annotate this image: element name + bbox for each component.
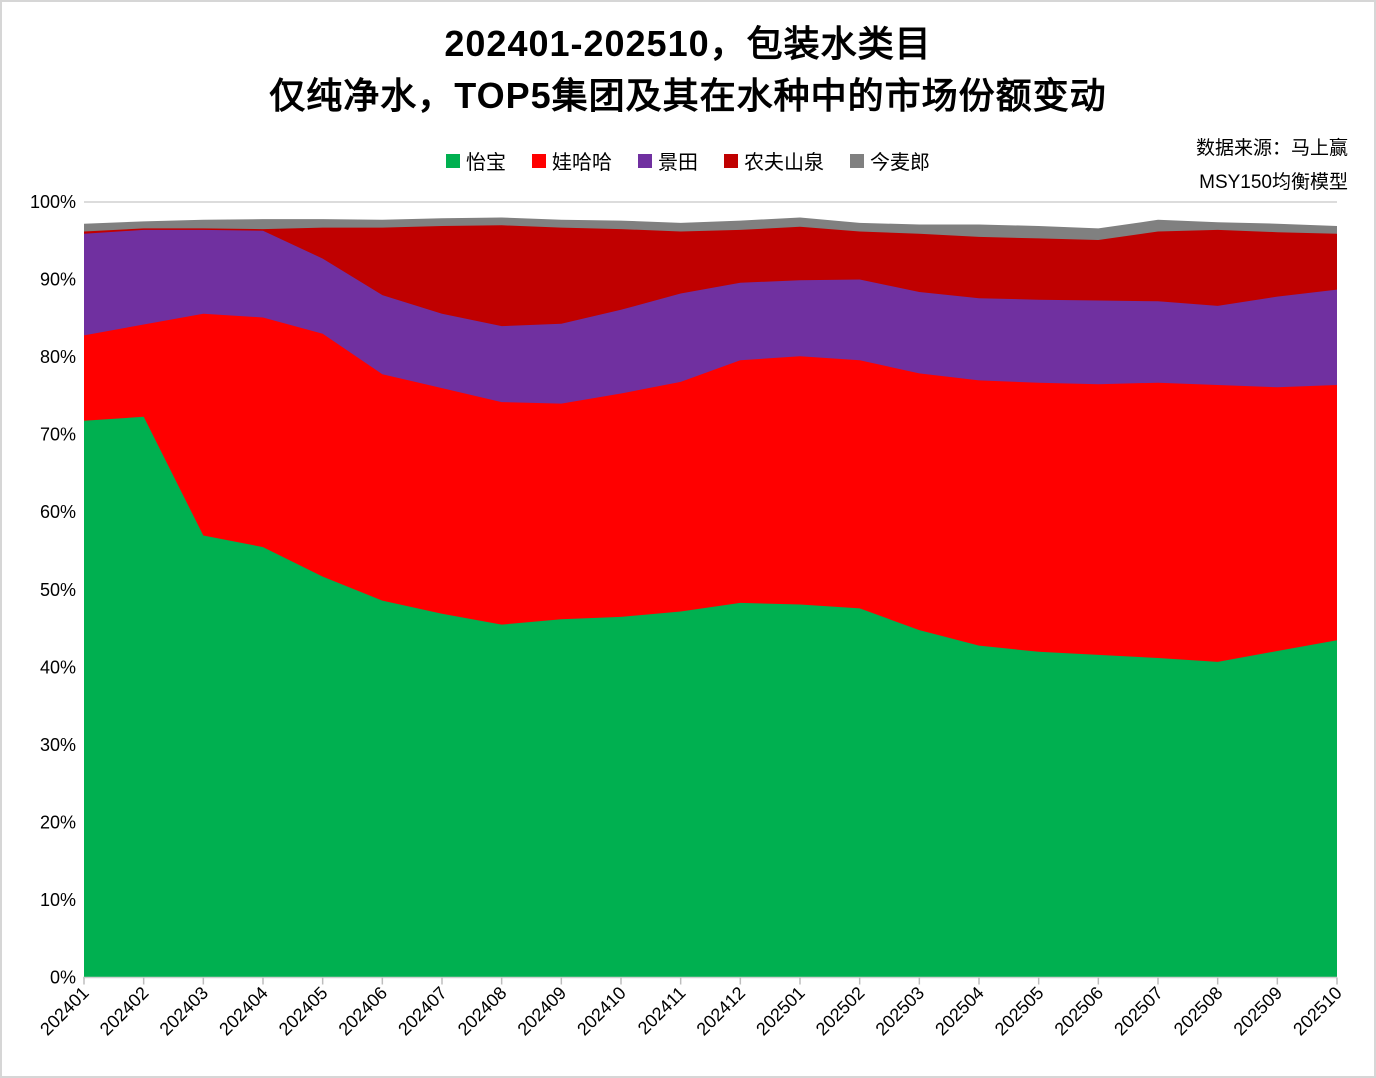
y-tick-label: 10% [40, 890, 76, 910]
legend-swatch-icon [446, 153, 460, 168]
y-tick-label: 0% [50, 968, 76, 988]
x-tick-label: 202402 [96, 983, 153, 1040]
legend-label: 怡宝 [466, 152, 506, 174]
x-tick-label: 202409 [514, 983, 571, 1040]
x-tick-label: 202407 [394, 983, 451, 1040]
y-tick-label: 80% [40, 347, 76, 367]
x-tick-label: 202503 [872, 983, 929, 1040]
legend-label: 景田 [658, 152, 698, 174]
x-tick-label: 202509 [1230, 983, 1287, 1040]
legend-label: 娃哈哈 [552, 152, 612, 174]
x-tick-label: 202408 [454, 983, 511, 1040]
legend-swatch-icon [850, 153, 864, 168]
area-怡宝 [84, 416, 1337, 978]
chart-title: 202401-202510，包装水类目 仅纯净水，TOP5集团及其在水种中的市场… [0, 18, 1376, 122]
legend-item-景田: 景田 [638, 146, 698, 175]
y-tick-label: 60% [40, 502, 76, 522]
x-tick-label: 202410 [573, 983, 630, 1040]
y-tick-label: 100% [30, 192, 76, 212]
x-tick-label: 202401 [36, 983, 93, 1040]
x-tick-label: 202406 [335, 983, 392, 1040]
y-tick-label: 30% [40, 735, 76, 755]
x-tick-label: 202502 [812, 983, 869, 1040]
y-tick-label: 50% [40, 580, 76, 600]
data-source-line-1: 数据来源：马上赢 [1195, 138, 1348, 159]
x-tick-label: 202404 [215, 983, 272, 1040]
title-line-2: 仅纯净水，TOP5集团及其在水种中的市场份额变动 [269, 75, 1107, 116]
y-tick-label: 40% [40, 657, 76, 677]
legend-item-怡宝: 怡宝 [446, 146, 506, 175]
x-tick-label: 202405 [275, 983, 332, 1040]
x-tick-label: 202412 [693, 983, 750, 1040]
legend-item-娃哈哈: 娃哈哈 [532, 146, 612, 175]
legend-swatch-icon [532, 153, 546, 168]
legend-label: 农夫山泉 [744, 152, 824, 174]
x-tick-label: 202506 [1051, 983, 1108, 1040]
x-tick-label: 202403 [156, 983, 213, 1040]
x-tick-label: 202510 [1289, 983, 1346, 1040]
data-source-line-2: MSY150均衡模型 [1199, 172, 1348, 193]
x-tick-label: 202505 [991, 983, 1048, 1040]
x-tick-label: 202501 [752, 983, 809, 1040]
x-tick-label: 202411 [634, 983, 690, 1039]
legend-item-今麦郎: 今麦郎 [850, 146, 930, 175]
legend-item-农夫山泉: 农夫山泉 [724, 146, 824, 175]
legend-swatch-icon [724, 153, 738, 168]
y-tick-label: 70% [40, 425, 76, 445]
y-tick-label: 20% [40, 812, 76, 832]
x-tick-label: 202504 [931, 983, 988, 1040]
legend-label: 今麦郎 [870, 152, 930, 174]
legend-swatch-icon [638, 153, 652, 168]
y-tick-label: 90% [40, 270, 76, 290]
chart-legend: 怡宝 娃哈哈 景田 农夫山泉 今麦郎 [0, 146, 1376, 175]
x-tick-label: 202508 [1170, 983, 1227, 1040]
title-line-1: 202401-202510，包装水类目 [444, 23, 932, 64]
data-source: 数据来源：马上赢 MSY150均衡模型 [1196, 132, 1348, 200]
x-tick-label: 202507 [1110, 983, 1167, 1040]
